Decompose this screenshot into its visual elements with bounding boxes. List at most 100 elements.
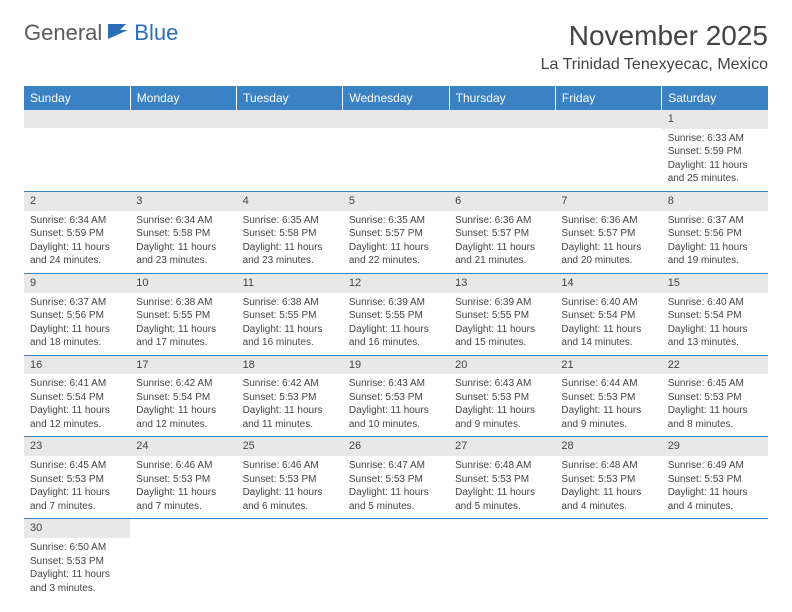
day-line: Daylight: 11 hours — [30, 323, 124, 337]
day-line: and 16 minutes. — [243, 336, 337, 350]
day-number: 20 — [449, 356, 555, 375]
day-line: Daylight: 11 hours — [561, 404, 655, 418]
day-line: Sunrise: 6:44 AM — [561, 377, 655, 391]
calendar-day-cell — [237, 519, 343, 600]
day-number: 8 — [662, 192, 768, 211]
day-details: Sunrise: 6:42 AMSunset: 5:53 PMDaylight:… — [237, 374, 343, 436]
day-line: Sunrise: 6:34 AM — [30, 214, 124, 228]
day-line: Daylight: 11 hours — [30, 241, 124, 255]
day-line: Daylight: 11 hours — [561, 323, 655, 337]
day-details: Sunrise: 6:41 AMSunset: 5:54 PMDaylight:… — [24, 374, 130, 436]
day-number: 12 — [343, 274, 449, 293]
day-line: Sunset: 5:57 PM — [561, 227, 655, 241]
day-line: Sunrise: 6:39 AM — [455, 296, 549, 310]
day-number: 2 — [24, 192, 130, 211]
day-line: Daylight: 11 hours — [561, 241, 655, 255]
day-line: Sunset: 5:57 PM — [349, 227, 443, 241]
calendar-day-cell — [449, 110, 555, 191]
empty-day — [555, 128, 661, 182]
day-line: Daylight: 11 hours — [136, 241, 230, 255]
day-line: Sunset: 5:58 PM — [243, 227, 337, 241]
day-line: Sunset: 5:53 PM — [561, 391, 655, 405]
calendar-day-cell: 21 Sunrise: 6:44 AMSunset: 5:53 PMDayligh… — [555, 355, 661, 437]
day-line: and 8 minutes. — [668, 418, 762, 432]
day-number: 30 — [24, 519, 130, 538]
day-line: Sunrise: 6:49 AM — [668, 459, 762, 473]
day-header: Wednesday — [343, 86, 449, 110]
calendar-day-cell: 10Sunrise: 6:38 AMSunset: 5:55 PMDayligh… — [130, 273, 236, 355]
day-line: Daylight: 11 hours — [561, 486, 655, 500]
calendar-day-cell: 5Sunrise: 6:35 AMSunset: 5:57 PMDaylight… — [343, 191, 449, 273]
day-details: Sunrise: 6:40 AMSunset: 5:54 PMDaylight:… — [662, 293, 768, 355]
calendar-day-cell — [343, 110, 449, 191]
day-details: Sunrise: 6:37 AMSunset: 5:56 PMDaylight:… — [662, 211, 768, 273]
day-number: 16 — [24, 356, 130, 375]
day-number: 15 — [662, 274, 768, 293]
empty-day-number — [237, 110, 343, 128]
day-line: Sunrise: 6:40 AM — [561, 296, 655, 310]
day-line: Sunset: 5:54 PM — [668, 309, 762, 323]
empty-day — [130, 128, 236, 182]
day-details: Sunrise: 6:39 AMSunset: 5:55 PMDaylight:… — [343, 293, 449, 355]
day-header: Tuesday — [237, 86, 343, 110]
day-details: Sunrise: 6:35 AMSunset: 5:57 PMDaylight:… — [343, 211, 449, 273]
day-number: 6 — [449, 192, 555, 211]
day-line: Sunrise: 6:43 AM — [349, 377, 443, 391]
day-line: and 9 minutes. — [561, 418, 655, 432]
day-line: Sunrise: 6:42 AM — [243, 377, 337, 391]
day-line: Sunset: 5:54 PM — [136, 391, 230, 405]
day-line: Sunset: 5:53 PM — [136, 473, 230, 487]
day-line: Daylight: 11 hours — [136, 404, 230, 418]
day-line: Daylight: 11 hours — [668, 486, 762, 500]
day-line: and 4 minutes. — [668, 500, 762, 514]
day-line: Sunset: 5:55 PM — [455, 309, 549, 323]
day-line: Daylight: 11 hours — [349, 323, 443, 337]
day-line: Sunrise: 6:48 AM — [455, 459, 549, 473]
day-details: Sunrise: 6:48 AMSunset: 5:53 PMDaylight:… — [449, 456, 555, 518]
calendar-day-cell — [24, 110, 130, 191]
day-line: and 23 minutes. — [136, 254, 230, 268]
day-line: Daylight: 11 hours — [243, 486, 337, 500]
day-line: Sunset: 5:58 PM — [136, 227, 230, 241]
day-line: and 5 minutes. — [349, 500, 443, 514]
location-subtitle: La Trinidad Tenexyecac, Mexico — [541, 56, 768, 74]
day-line: and 5 minutes. — [455, 500, 549, 514]
day-line: Sunrise: 6:34 AM — [136, 214, 230, 228]
day-number: 13 — [449, 274, 555, 293]
day-number: 29 — [662, 437, 768, 456]
day-line: Daylight: 11 hours — [668, 159, 762, 173]
day-line: and 9 minutes. — [455, 418, 549, 432]
day-line: Sunrise: 6:36 AM — [561, 214, 655, 228]
day-line: and 25 minutes. — [668, 172, 762, 186]
day-number: 21 — [555, 356, 661, 375]
calendar-day-cell: 6Sunrise: 6:36 AMSunset: 5:57 PMDaylight… — [449, 191, 555, 273]
day-line: Sunrise: 6:33 AM — [668, 132, 762, 146]
day-number: 28 — [555, 437, 661, 456]
empty-day-number — [130, 110, 236, 128]
empty-day-number — [24, 110, 130, 128]
day-line: and 7 minutes. — [30, 500, 124, 514]
calendar-day-cell: 12Sunrise: 6:39 AMSunset: 5:55 PMDayligh… — [343, 273, 449, 355]
day-line: and 23 minutes. — [243, 254, 337, 268]
day-number: 27 — [449, 437, 555, 456]
day-line: Sunrise: 6:50 AM — [30, 541, 124, 555]
flag-icon — [106, 21, 132, 46]
day-number: 11 — [237, 274, 343, 293]
day-line: Daylight: 11 hours — [455, 404, 549, 418]
empty-day — [237, 128, 343, 182]
calendar-day-cell: 20Sunrise: 6:43 AMSunset: 5:53 PMDayligh… — [449, 355, 555, 437]
day-line: Daylight: 11 hours — [455, 323, 549, 337]
calendar-day-cell: 3Sunrise: 6:34 AMSunset: 5:58 PMDaylight… — [130, 191, 236, 273]
calendar-day-cell: 17Sunrise: 6:42 AMSunset: 5:54 PMDayligh… — [130, 355, 236, 437]
title-block: November 2025 La Trinidad Tenexyecac, Me… — [541, 20, 768, 74]
calendar-day-cell: 7 Sunrise: 6:36 AMSunset: 5:57 PMDaylight… — [555, 191, 661, 273]
day-line: and 7 minutes. — [136, 500, 230, 514]
calendar-week-row: 30Sunrise: 6:50 AMSunset: 5:53 PMDayligh… — [24, 519, 768, 600]
day-line: and 11 minutes. — [243, 418, 337, 432]
day-number: 7 — [555, 192, 661, 211]
day-line: Sunset: 5:56 PM — [30, 309, 124, 323]
day-line: Sunrise: 6:42 AM — [136, 377, 230, 391]
calendar-table: SundayMondayTuesdayWednesdayThursdayFrid… — [24, 86, 768, 600]
day-line: Sunset: 5:53 PM — [30, 555, 124, 569]
day-number: 4 — [237, 192, 343, 211]
